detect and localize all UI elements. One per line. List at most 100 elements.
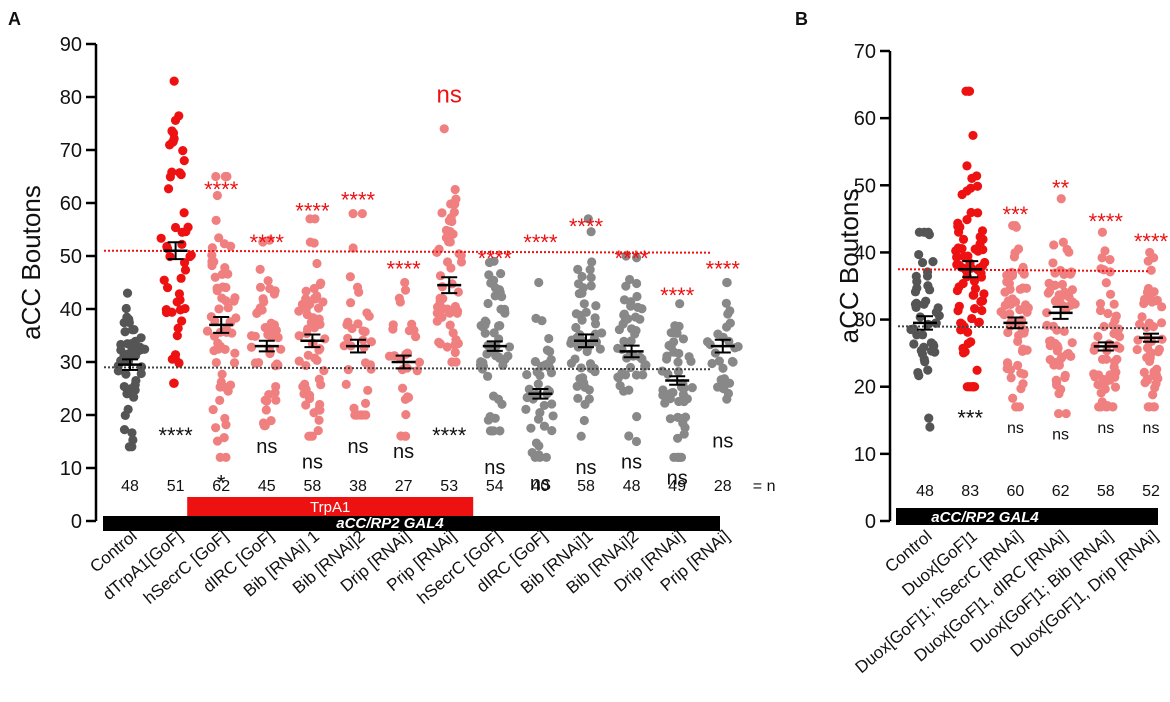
data-point <box>358 326 368 336</box>
data-point <box>397 365 407 375</box>
dot-group-4 <box>294 214 330 441</box>
data-point <box>910 299 921 309</box>
data-point <box>1110 382 1121 392</box>
data-point <box>725 318 735 328</box>
data-point <box>546 368 557 378</box>
data-point <box>495 426 505 436</box>
n-value: 52 <box>1142 483 1160 500</box>
data-point <box>452 308 462 318</box>
data-point <box>450 184 460 195</box>
significance-vs-control: ns <box>393 441 414 463</box>
mean-sem-12 <box>665 375 690 386</box>
data-point <box>309 293 320 304</box>
n-value: 58 <box>1097 483 1115 500</box>
significance-vs-control: ns <box>575 457 596 479</box>
dot-group-12 <box>657 299 697 462</box>
data-point <box>185 251 195 262</box>
data-point <box>456 257 467 267</box>
data-point <box>670 321 680 331</box>
data-point <box>571 322 581 333</box>
mean-sem-6 <box>391 354 416 370</box>
data-point <box>631 436 642 447</box>
data-point <box>484 270 494 280</box>
data-point <box>122 312 132 322</box>
data-point <box>437 208 447 218</box>
data-point <box>226 241 236 251</box>
dot-group-3 <box>246 235 286 431</box>
data-point <box>579 299 589 309</box>
data-point <box>586 272 596 283</box>
significance-vs-control: ns <box>347 436 368 458</box>
n-value: 60 <box>1007 483 1025 500</box>
data-point <box>444 306 454 316</box>
data-point <box>257 305 267 315</box>
data-point <box>1005 284 1015 294</box>
mean-sem-13 <box>710 338 735 354</box>
data-point <box>630 312 641 322</box>
data-point <box>910 287 921 297</box>
data-point <box>180 303 190 314</box>
significance-vs-control: ns <box>1007 420 1024 437</box>
data-point <box>312 258 322 269</box>
data-point <box>969 276 980 286</box>
y-tick-label: 90 <box>60 34 82 56</box>
data-point <box>1007 294 1018 304</box>
significance-vs-control: ns <box>1097 420 1114 437</box>
n-value: 58 <box>304 478 322 495</box>
dot-group-10 <box>566 214 607 441</box>
data-point <box>585 359 596 369</box>
data-point <box>445 320 455 330</box>
significance-vs-gof: **** <box>614 246 649 271</box>
data-point <box>272 359 282 369</box>
data-point <box>570 354 580 364</box>
dot-group-5 <box>1132 247 1167 412</box>
data-point <box>230 348 240 358</box>
data-point <box>167 137 178 147</box>
data-point <box>453 287 463 297</box>
data-point <box>358 410 368 420</box>
data-point <box>313 303 324 313</box>
data-point <box>1095 299 1106 309</box>
data-point <box>496 268 506 279</box>
data-point <box>962 161 972 171</box>
data-point <box>487 426 497 436</box>
significance-vs-gof: **** <box>295 198 330 223</box>
data-point <box>675 299 685 309</box>
data-point <box>409 325 419 335</box>
data-point <box>928 339 938 350</box>
dot-group-13 <box>702 277 743 404</box>
n-value: 62 <box>212 478 230 495</box>
y-tick-label: 10 <box>854 444 876 466</box>
data-point <box>1105 255 1115 265</box>
data-point <box>178 146 188 156</box>
data-point <box>928 257 938 267</box>
data-point <box>1134 319 1145 330</box>
data-point <box>176 273 186 283</box>
data-point <box>624 385 634 395</box>
data-point <box>585 265 595 275</box>
data-point <box>444 216 454 226</box>
n-value: 48 <box>623 478 641 495</box>
data-point <box>1109 299 1119 309</box>
data-point <box>1095 305 1106 316</box>
data-point <box>1139 298 1149 309</box>
significance-vs-control: ns <box>1052 427 1069 444</box>
data-point <box>130 351 141 361</box>
data-point <box>576 431 586 441</box>
data-point <box>977 234 987 244</box>
data-point <box>246 331 257 341</box>
data-point <box>526 423 536 433</box>
data-point <box>301 294 311 304</box>
data-point <box>1103 308 1113 319</box>
data-point <box>122 339 133 349</box>
mean-sem-7 <box>437 276 462 295</box>
data-point <box>156 233 166 243</box>
data-point <box>493 321 504 331</box>
data-point <box>934 311 944 321</box>
data-point <box>628 351 639 361</box>
data-point <box>1014 402 1025 412</box>
data-point <box>209 257 219 267</box>
significance-vs-gof: **** <box>204 177 239 202</box>
data-point <box>547 399 557 409</box>
